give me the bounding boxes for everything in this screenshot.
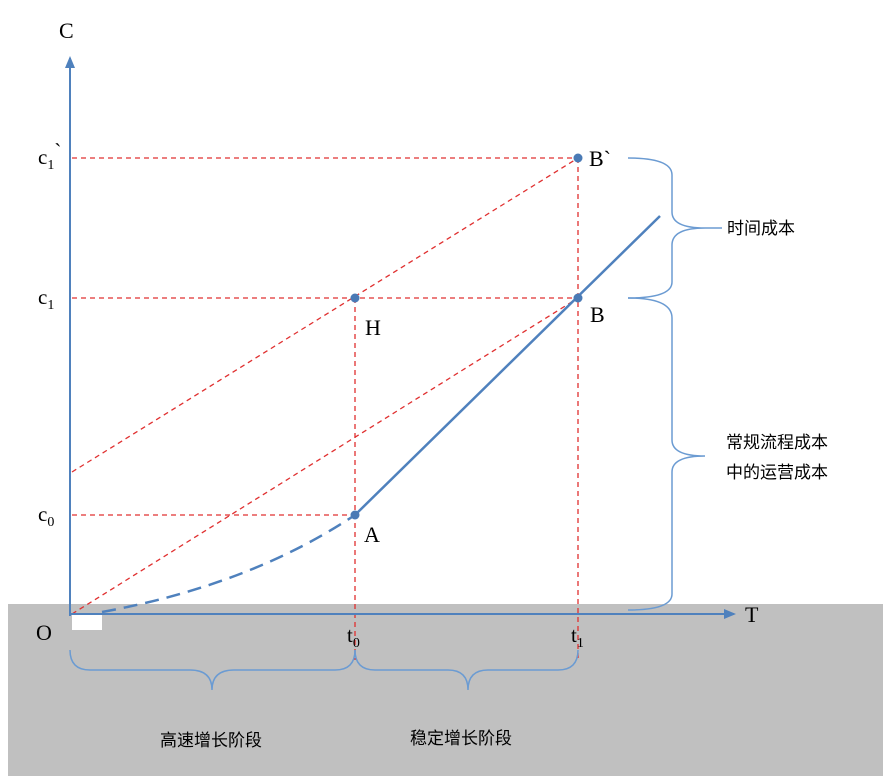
guide-lines <box>71 157 579 660</box>
bottom-band <box>8 604 883 776</box>
label-b-prime: B` <box>589 146 611 171</box>
y-tick-c1: c1 <box>38 285 54 313</box>
brace-routine-cost <box>627 297 706 611</box>
label-b: B <box>590 302 605 327</box>
routine-cost-label-line2: 中的运营成本 <box>726 463 828 483</box>
origin-notch <box>72 614 102 630</box>
label-a: A <box>364 522 380 547</box>
x-tick-t0: t0 <box>347 623 360 651</box>
time-cost-label: 时间成本 <box>727 219 795 239</box>
cost-curve-dashed <box>101 513 356 614</box>
stable-growth-label: 稳定增长阶段 <box>410 729 512 749</box>
points <box>350 153 583 520</box>
rapid-growth-label: 高速增长阶段 <box>160 731 262 751</box>
point-h <box>350 293 360 303</box>
y-axis-label: C <box>59 18 74 43</box>
x-axis-label: T <box>745 602 759 627</box>
diagonal-upper <box>71 157 579 473</box>
y-tick-c1-prime: c1` <box>38 139 61 173</box>
y-tick-c0: c0 <box>38 502 54 530</box>
point-a <box>350 510 360 520</box>
point-b <box>573 293 583 303</box>
routine-cost-label-line1: 常规流程成本 <box>726 433 828 453</box>
brace-stable-growth <box>354 649 579 691</box>
brace-time-cost <box>627 157 706 299</box>
x-tick-t1: t1 <box>571 623 584 651</box>
point-b-prime <box>573 153 583 163</box>
cost-curve-solid <box>354 215 661 516</box>
brace-rapid-growth <box>69 649 356 691</box>
diagonal-lower <box>71 297 579 615</box>
origin-label: O <box>36 620 52 645</box>
label-h: H <box>365 315 381 340</box>
